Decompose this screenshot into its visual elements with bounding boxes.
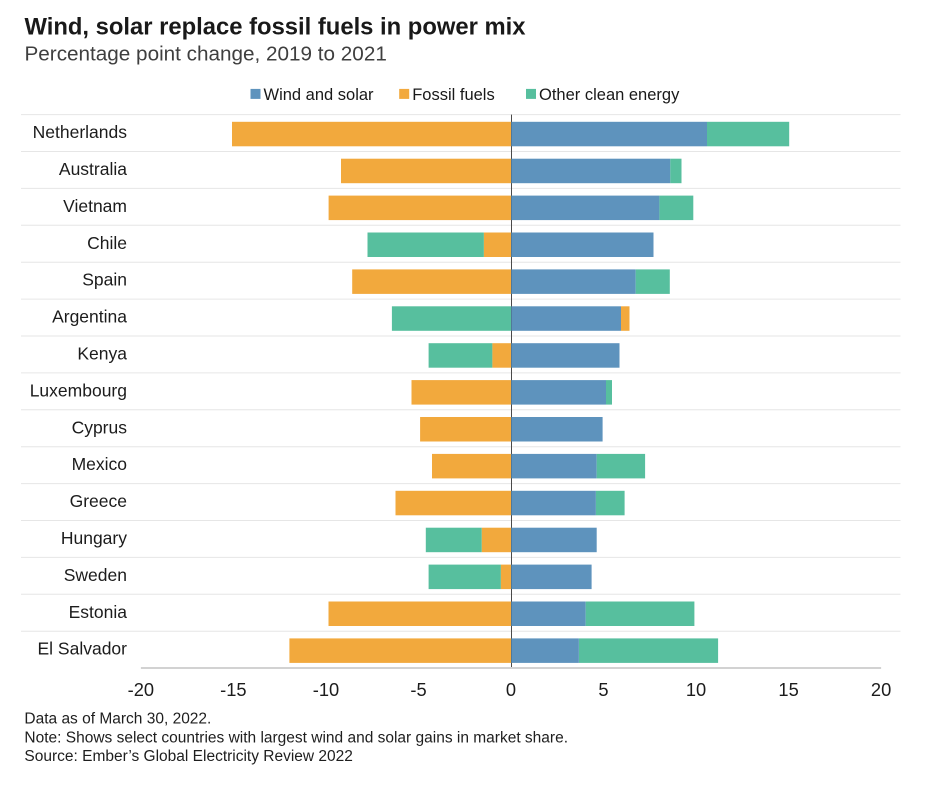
svg-text:-15: -15 <box>220 679 246 700</box>
svg-text:10: 10 <box>686 679 706 700</box>
svg-text:Chile: Chile <box>87 233 127 253</box>
svg-text:Data as of March 30, 2022.: Data as of March 30, 2022. <box>24 711 211 728</box>
svg-text:Kenya: Kenya <box>77 344 127 364</box>
svg-text:El Salvador: El Salvador <box>38 639 128 659</box>
svg-text:Fossil fuels: Fossil fuels <box>412 86 495 104</box>
svg-text:0: 0 <box>506 679 516 700</box>
svg-text:5: 5 <box>598 679 608 700</box>
svg-text:Greece: Greece <box>70 491 127 511</box>
svg-text:15: 15 <box>778 679 798 700</box>
svg-text:Argentina: Argentina <box>52 307 127 327</box>
svg-text:Mexico: Mexico <box>72 454 127 474</box>
svg-text:Cyprus: Cyprus <box>72 417 128 437</box>
svg-text:Percentage point change, 2019: Percentage point change, 2019 to 2021 <box>25 43 387 66</box>
svg-text:Vietnam: Vietnam <box>63 196 127 216</box>
svg-text:Hungary: Hungary <box>61 528 127 548</box>
svg-text:Spain: Spain <box>82 270 127 290</box>
svg-text:Wind, solar replace fossil fue: Wind, solar replace fossil fuels in powe… <box>25 14 527 41</box>
svg-text:Note: Shows select countries w: Note: Shows select countries with larges… <box>24 729 568 746</box>
svg-text:-10: -10 <box>313 679 339 700</box>
svg-text:-20: -20 <box>128 679 154 700</box>
svg-text:Sweden: Sweden <box>64 565 127 585</box>
svg-text:-5: -5 <box>410 679 426 700</box>
svg-text:Other clean energy: Other clean energy <box>539 86 680 104</box>
svg-text:Australia: Australia <box>59 159 127 179</box>
svg-text:Wind and solar: Wind and solar <box>264 86 375 104</box>
svg-text:Luxembourg: Luxembourg <box>30 380 127 400</box>
svg-text:Estonia: Estonia <box>69 602 128 622</box>
svg-text:Source: Ember’s Global Electri: Source: Ember’s Global Electricity Revie… <box>24 748 353 765</box>
svg-text:Netherlands: Netherlands <box>33 122 128 142</box>
svg-text:20: 20 <box>871 679 891 700</box>
